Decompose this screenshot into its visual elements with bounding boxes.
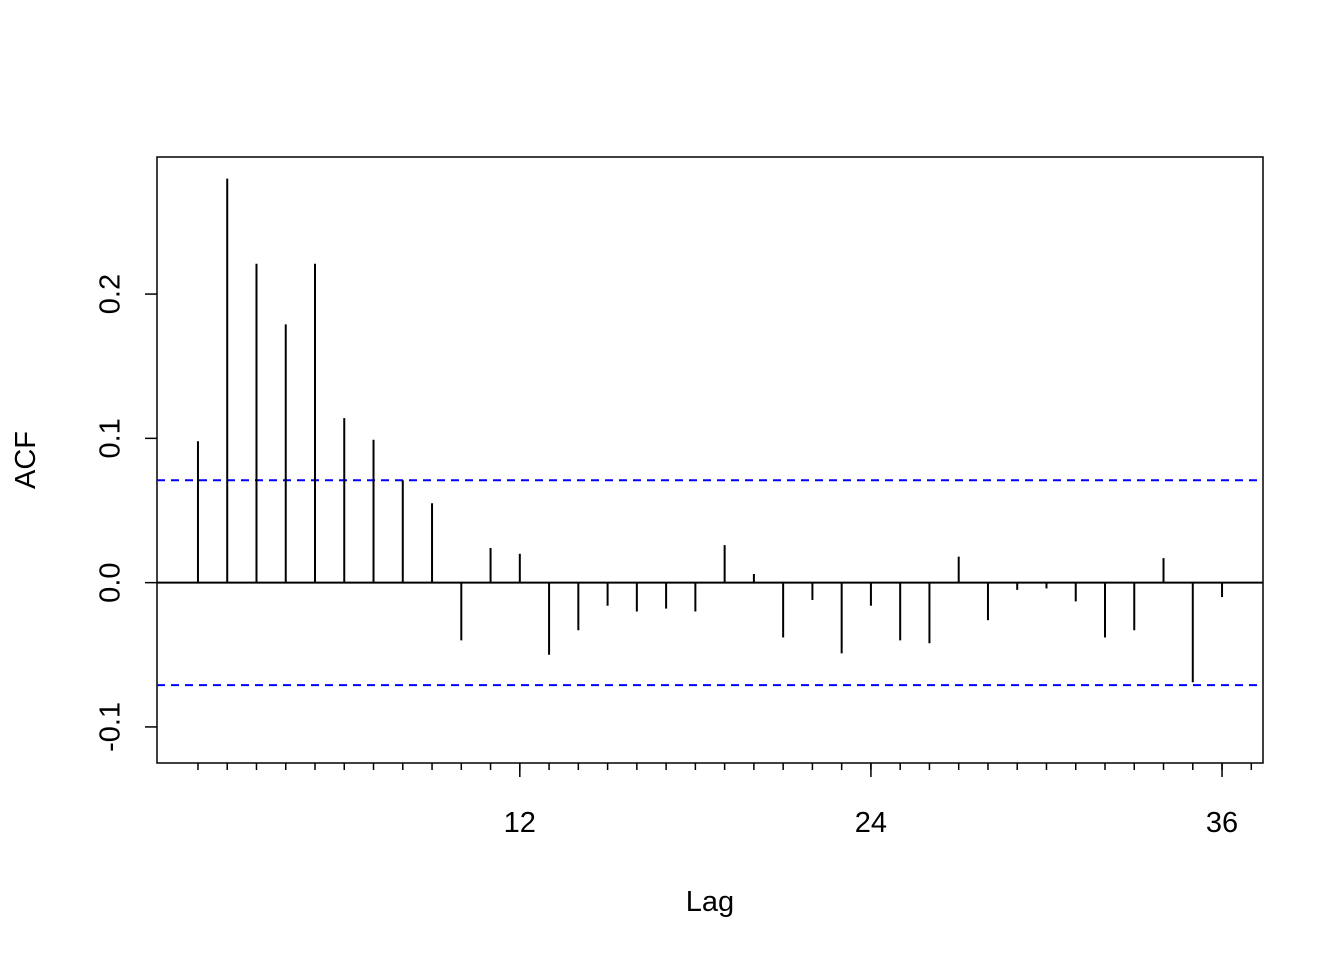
x-tick-label: 24 (855, 807, 887, 839)
x-axis-label: Lag (686, 886, 734, 918)
y-tick-label: 0.2 (95, 274, 127, 314)
y-tick-label: -0.1 (95, 702, 127, 752)
x-tick-label: 36 (1206, 807, 1238, 839)
y-axis: -0.1 0.0 0.1 0.2 (95, 274, 157, 752)
y-tick-label: 0.1 (95, 418, 127, 458)
plot-frame (156, 156, 1264, 764)
x-axis: 12 24 36 (197, 763, 1253, 839)
y-tick-label: 0.0 (95, 562, 127, 602)
plot-region (156, 156, 1264, 764)
y-axis-label: ACF (10, 431, 42, 489)
x-tick-label: 12 (504, 807, 536, 839)
